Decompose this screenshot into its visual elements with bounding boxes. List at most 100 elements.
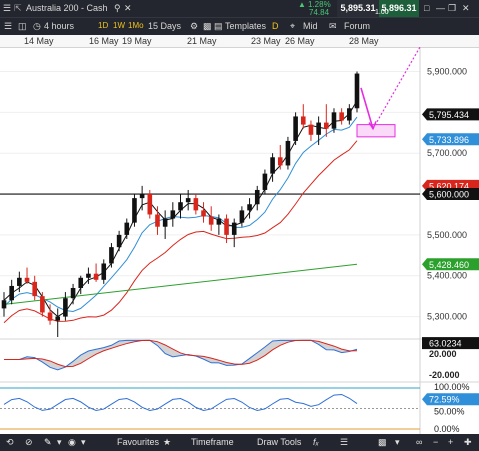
candle-body (101, 263, 107, 280)
candle-body (201, 210, 206, 217)
candle-body (308, 124, 314, 135)
menu-icon[interactable]: ☰ (3, 3, 12, 13)
pencil-icon[interactable]: ✎ (44, 437, 52, 447)
date-label: 28 May (349, 36, 379, 46)
indicator2-value: 72.59% (429, 395, 460, 405)
spread-value: 1.00 (375, 9, 389, 16)
candle-body (239, 210, 245, 223)
instrument-name[interactable]: Australia 200 - Cash (26, 3, 108, 13)
search-icon[interactable]: ⚲ (114, 3, 121, 13)
timeframe-button[interactable]: Timeframe (191, 437, 234, 447)
dropdown-icon[interactable]: ▾ (395, 437, 400, 447)
range-1w[interactable]: 1W (113, 21, 125, 30)
candle-body (86, 273, 91, 278)
mid-button[interactable]: Mid (303, 21, 318, 31)
candle-body (109, 247, 114, 264)
clock-icon: ◷ (33, 21, 41, 31)
ma-slow-line (3, 140, 358, 324)
forum-icon[interactable]: ✉ (329, 21, 337, 31)
dropdown-icon[interactable]: ▾ (57, 437, 62, 447)
hide-icon[interactable]: ⊘ (25, 437, 33, 447)
candle-body (93, 273, 99, 280)
date-label: 26 May (285, 36, 315, 46)
projection-box (356, 124, 396, 138)
price-label-text: 5,795.434 (429, 110, 469, 120)
candle-body (155, 214, 160, 227)
candle-body (193, 198, 199, 211)
candle-body (277, 157, 283, 166)
change-arrow-icon: ▲ (298, 0, 306, 9)
draw-button[interactable]: D (272, 21, 279, 31)
toolbar-row-controls: ☰ ◫ ◷ 4 hours 1D 1W 1Mo 15 Days ⚙ ▩ ▤ Te… (0, 17, 479, 36)
indicator1-signal (4, 339, 358, 368)
candle-body (216, 218, 222, 225)
candle-body (47, 312, 53, 321)
menu-icon[interactable]: ☰ (340, 437, 349, 447)
range-1d[interactable]: 1D (98, 21, 109, 30)
draw-tools-button[interactable]: Draw Tools (257, 437, 302, 447)
candle-body (32, 281, 37, 297)
candle-body (354, 73, 360, 109)
price-tick-label: 5,300.000 (427, 312, 467, 322)
chart-type-icon[interactable]: ▩ (203, 21, 212, 31)
buy-price-button[interactable]: 5,896.31 (379, 0, 419, 17)
candle-body (9, 285, 14, 301)
price-label-tag (422, 258, 479, 271)
range-1mo[interactable]: 1Mo (128, 21, 144, 30)
indicator2-tick: 50.00% (434, 407, 465, 417)
candle-body (285, 140, 291, 166)
close-icon[interactable]: ✕ (124, 3, 132, 13)
indicator1-tick: -20.000 (429, 370, 460, 380)
price-label-text: 5,733.896 (429, 135, 469, 145)
favourites-button[interactable]: Favourites (117, 437, 160, 447)
date-label: 19 May (122, 36, 152, 46)
price-tick-label: 5,500.000 (427, 230, 467, 240)
bar-chart-icon[interactable]: ▩ (378, 437, 387, 447)
zoom-out-icon[interactable]: − (433, 437, 439, 447)
settings-icon[interactable]: ⚙ (190, 21, 199, 31)
list-icon[interactable]: ☰ (4, 21, 13, 31)
range-15-days[interactable]: 15 Days (148, 21, 182, 31)
sell-price-button[interactable]: 5,895.31 (337, 0, 379, 17)
palette-icon[interactable]: ◉ (68, 437, 76, 447)
date-axis: 14 May 16 May 19 May 21 May 23 May 26 Ma… (0, 35, 479, 48)
price-label-tag (422, 108, 479, 121)
price-chart[interactable]: 5,900.0005,800.0005,700.0005,600.0005,50… (0, 47, 479, 434)
candle-body (208, 216, 214, 225)
candle-body (178, 202, 183, 211)
change-points: 74.84 (309, 8, 330, 17)
candle-body (70, 287, 76, 299)
templates-icon[interactable]: ▤ (214, 21, 223, 31)
indicator2-line (3, 393, 358, 412)
star-icon[interactable]: ★ (163, 437, 172, 447)
window-close-icon[interactable]: ✕ (462, 3, 470, 13)
sidebar-icon[interactable]: ◫ (18, 21, 27, 31)
top-toolbar: ☰ ⇱ Australia 200 - Cash ⚲ ✕ ▲ 1.28% 74.… (0, 0, 479, 35)
templates-button[interactable]: Templates (225, 21, 267, 31)
history-icon[interactable]: ⟲ (6, 437, 14, 447)
candle-body (170, 210, 176, 219)
restore-icon[interactable]: ❐ (448, 3, 457, 13)
maximize-icon[interactable]: □ (424, 3, 430, 13)
timeframe-selector[interactable]: 4 hours (44, 21, 75, 31)
zoom-in-icon[interactable]: + (448, 437, 454, 447)
candle-body (17, 277, 22, 286)
crosshair-icon[interactable]: ⌖ (290, 21, 296, 31)
candle-body (40, 296, 45, 313)
crosshair-cursor-icon[interactable]: ✚ (464, 437, 472, 447)
expand-icon[interactable]: ⇱ (14, 3, 22, 13)
minimize-icon[interactable]: — (436, 3, 445, 13)
toolbar-row-instrument: ☰ ⇱ Australia 200 - Cash ⚲ ✕ ▲ 1.28% 74.… (0, 0, 479, 17)
candle-body (1, 300, 7, 309)
date-label: 23 May (251, 36, 281, 46)
link-icon[interactable]: ∞ (416, 437, 423, 447)
candle-body (24, 277, 30, 282)
candle-body (185, 198, 191, 203)
dropdown-icon[interactable]: ▾ (81, 437, 86, 447)
candle-body (139, 194, 145, 199)
candle-body (116, 234, 122, 248)
bottom-toolbar: ⟲ ⊘ ✎ ▾ ◉ ▾ Favourites ★ Timeframe Draw … (0, 434, 479, 451)
indicator-icon[interactable]: fₓ (313, 437, 319, 447)
forum-button[interactable]: Forum (344, 21, 371, 31)
price-label-text: 5,428.460 (429, 260, 469, 270)
